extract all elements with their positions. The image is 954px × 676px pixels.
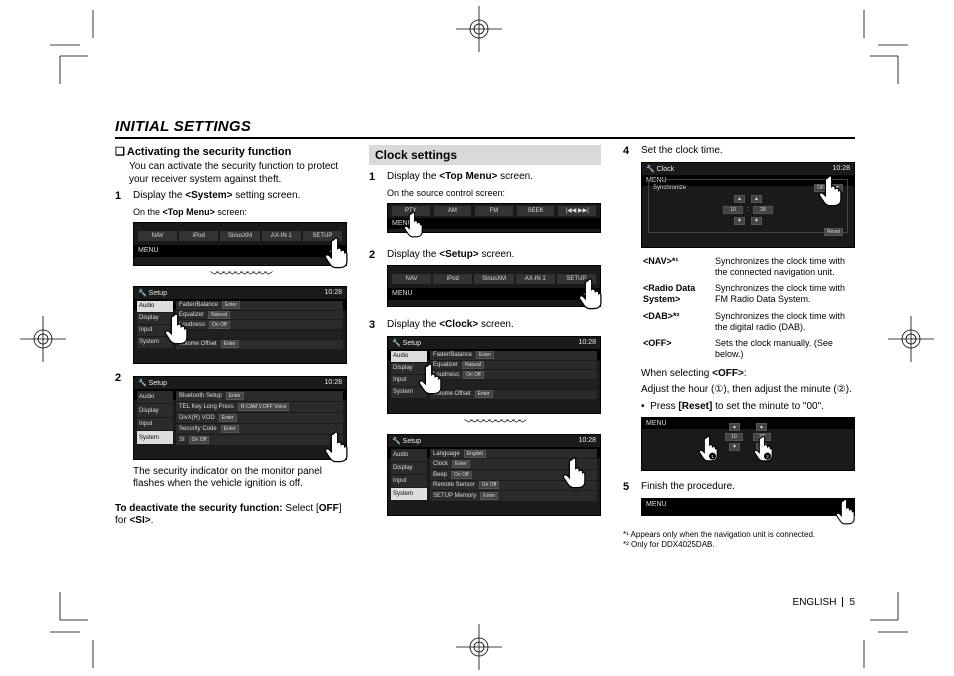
band-clock: Clock settings bbox=[369, 145, 601, 165]
column-1: ❏Activating the security function You ca… bbox=[115, 145, 347, 550]
screenshot-topmenu: NAViPodSiriusXMAX-IN 1SETUP MENU◀ ▶ bbox=[133, 222, 347, 266]
step-text: Display the <Setup> screen. bbox=[387, 249, 601, 262]
step-text: Display the <Clock> screen. bbox=[387, 319, 601, 332]
column-2: Clock settings 1 Display the <Top Menu> … bbox=[369, 145, 601, 550]
screenshot-setup-audio: 🔧 Setup10:28 AudioDisplayInputSystem Fad… bbox=[133, 286, 347, 364]
screenshot-setup-audio2: 🔧 Setup10:28 AudioDisplayInputSystem Fad… bbox=[387, 336, 601, 414]
chevron-down-icon: ﹀﹀﹀﹀﹀﹀﹀﹀﹀﹀ bbox=[133, 269, 347, 282]
hand-icon-1 bbox=[697, 434, 721, 462]
screenshot-clock-adjust: ▲▲ 1028 ▼▼ MENU bbox=[641, 417, 855, 471]
column-3: 4 Set the clock time. 🔧 Clock10:28 Synch… bbox=[623, 145, 855, 550]
hand-icon bbox=[816, 173, 846, 207]
step-note: On the source control screen: bbox=[387, 188, 601, 199]
registration-right bbox=[888, 316, 934, 362]
definitions-table: <NAV>*¹Synchronizes the clock time with … bbox=[641, 254, 855, 366]
page-title: INITIAL SETTINGS bbox=[115, 118, 855, 139]
chevron-down-icon: ﹀﹀﹀﹀﹀﹀﹀﹀﹀﹀ bbox=[387, 417, 601, 430]
registration-left bbox=[20, 316, 66, 362]
screenshot-system: 🔧 Setup10:28 AudioDisplayInputSystem Blu… bbox=[133, 376, 347, 460]
registration-top bbox=[456, 6, 502, 52]
adjust-text: Adjust the hour (①), then adjust the min… bbox=[641, 384, 855, 397]
subhead-text: Activating the security function bbox=[127, 146, 291, 158]
step-number: 5 bbox=[623, 481, 633, 522]
step-text: Set the clock time. bbox=[641, 145, 855, 158]
step-text: Finish the procedure. bbox=[641, 481, 855, 494]
screenshot-setup-system: 🔧 Setup10:28 AudioDisplayInputSystem Lan… bbox=[387, 434, 601, 516]
step1-text: Display the <System> setting screen. bbox=[133, 190, 347, 203]
page-content: INITIAL SETTINGS ❏Activating the securit… bbox=[115, 118, 855, 578]
screenshot-topmenu2: NAViPodSiriusXMAX-IN 1SETUP MENU◀ ▶ bbox=[387, 265, 601, 307]
step-number: 3 bbox=[369, 319, 379, 522]
hand-icon bbox=[834, 497, 858, 525]
subhead-security: ❏Activating the security function bbox=[115, 145, 347, 158]
footnotes: *¹ Appears only when the navigation unit… bbox=[623, 530, 855, 551]
screenshot-menu: MENU bbox=[641, 498, 855, 516]
step-number: 1 bbox=[115, 190, 125, 370]
step-number: 2 bbox=[369, 249, 379, 314]
hand-icon bbox=[322, 429, 352, 463]
bullet-reset: • Press [Reset] to set the minute to "00… bbox=[641, 401, 855, 414]
hand-icon bbox=[560, 455, 590, 489]
registration-bottom bbox=[456, 624, 502, 670]
hand-icon bbox=[576, 276, 606, 310]
intro-text: You can activate the security function t… bbox=[129, 161, 347, 186]
step-number: 2 bbox=[115, 372, 125, 495]
step-text: Display the <Top Menu> screen. bbox=[387, 171, 601, 184]
screenshot-source: PTYAMFMSEEK|◀◀ ▶▶| MENU bbox=[387, 203, 601, 233]
page-footer: ENGLISH5 bbox=[793, 597, 855, 608]
when-off: When selecting <OFF>: bbox=[641, 368, 855, 381]
hand-icon bbox=[162, 311, 192, 345]
hand-icon-2 bbox=[752, 434, 776, 462]
security-note: The security indicator on the monitor pa… bbox=[133, 466, 347, 491]
step-number: 4 bbox=[623, 145, 633, 477]
hand-icon bbox=[402, 210, 426, 238]
step-number: 1 bbox=[369, 171, 379, 239]
step1-note: On the <Top Menu> screen: bbox=[133, 207, 347, 218]
bullet-box: ❏ bbox=[115, 146, 125, 158]
deactivate-text: To deactivate the security function: Sel… bbox=[115, 503, 347, 528]
hand-icon bbox=[322, 235, 352, 269]
hand-icon bbox=[416, 361, 446, 395]
screenshot-clock: 🔧 Clock10:28 Synchronize OFF▼ ▲▲ 10:28 ▼… bbox=[641, 162, 855, 248]
